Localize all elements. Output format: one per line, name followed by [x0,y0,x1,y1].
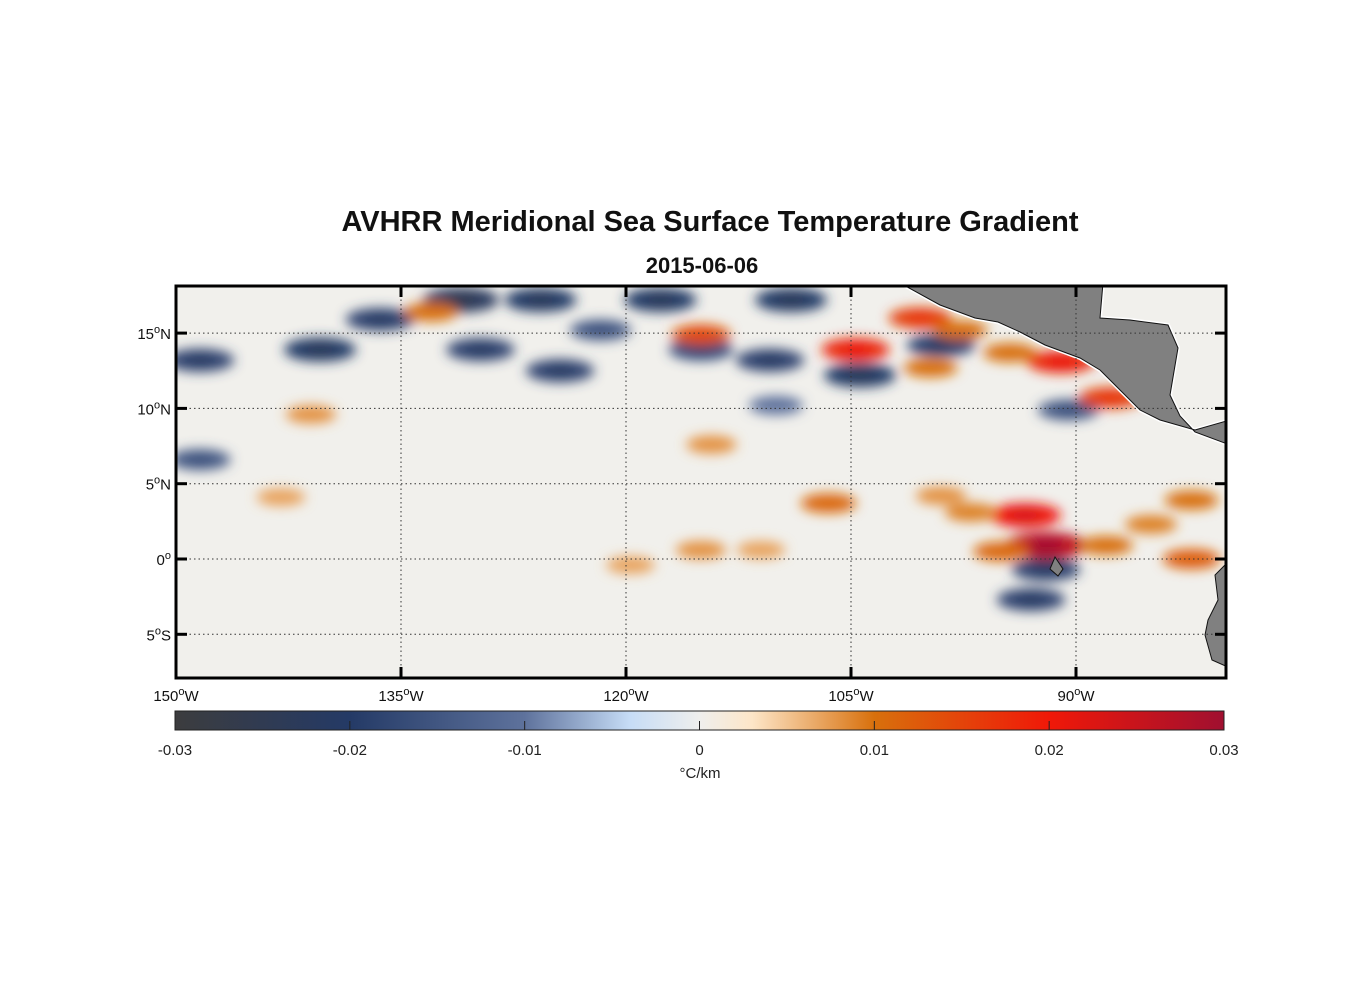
gradient-core [444,293,478,307]
gradient-core [1096,392,1125,404]
gradient-field [176,287,1221,612]
positive-gradient-blob [606,556,655,574]
colorbar-ticks: -0.03 -0.02 -0.01 0 0.01 0.02 0.03 [158,721,1239,759]
positive-gradient-blob [1079,535,1133,555]
gradient-core [840,343,871,356]
gradient-core [465,343,496,356]
gradient-core [1015,593,1047,606]
colorbar-tick-label: 0 [695,742,703,759]
positive-gradient-blob [800,493,857,514]
lon-tick-label: 90oW [1058,686,1096,705]
positive-gradient-blob [736,541,786,559]
colorbar-label: °C/km [680,765,721,782]
gradient-core [524,293,557,307]
gradient-core [364,313,396,326]
positive-gradient-blob [973,541,1029,562]
land-galapagos [1049,555,1064,577]
land-south-america [1204,563,1226,667]
lat-tick-label: 15oN [137,324,171,343]
chart-title: AVHRR Meridional Sea Surface Temperature… [341,206,1079,238]
gradient-core [775,293,807,307]
lon-tick-label: 105oW [828,686,874,705]
lon-tick-label: 120oW [603,686,649,705]
land [901,286,1226,667]
gradient-core [184,354,216,367]
positive-gradient-blob [983,343,1037,363]
colorbar-tick-label: 0.03 [1209,742,1238,759]
land-central-america-outline [904,286,1226,445]
positive-gradient-blob [256,488,306,507]
gradient-core [687,329,715,341]
negative-gradient-blob [749,395,803,415]
gradient-core [644,293,677,307]
gradient-core [1028,538,1064,553]
lat-tick-label: 10oN [137,399,171,418]
lon-tick-label: 150oW [153,686,199,705]
positive-gradient-blob [1162,549,1221,569]
chart-subtitle: 2015-06-06 [645,253,759,278]
gradient-core [586,324,615,336]
gradient-core [1009,508,1041,522]
lat-tick-label: 5oS [147,625,171,644]
positive-gradient-blob [933,320,988,340]
positive-gradient-blob [1124,515,1178,534]
colorbar-tick-label: 0.01 [860,742,889,759]
gradient-core [925,338,957,352]
positive-gradient-blob [903,358,958,378]
gradient-core [754,354,786,367]
positive-gradient-blob [944,503,998,522]
positive-gradient-blob [404,302,458,322]
gradient-core [1045,355,1077,368]
lat-tick-label: 0o [157,550,171,569]
colorbar-tick-label: -0.03 [158,742,192,759]
gradient-core [686,343,716,356]
lat-tick-label: 5oN [146,475,171,494]
gradient-core [1054,404,1083,416]
gradient-core [844,368,876,382]
colorbar-tick-label: -0.02 [333,742,367,759]
gradient-core [304,343,336,357]
lon-tick-label: 135oW [378,686,424,705]
map-frame [174,284,1228,680]
colorbar-tick-label: 0.02 [1035,742,1064,759]
positive-gradient-blob [915,486,967,505]
positive-gradient-blob [1164,490,1219,510]
positive-gradient-blob [675,540,727,559]
positive-gradient-blob [285,405,337,424]
gradient-core [905,312,935,324]
positive-gradient-blob [686,435,737,454]
colorbar-tick-label: -0.01 [508,742,542,759]
axis-ticks: 15oN 10oN 5oN 0o 5oS 150oW 135oW 120oW 105oW 90oW [137,286,1226,705]
gradient-core [544,364,576,377]
gradient-core [185,453,215,466]
